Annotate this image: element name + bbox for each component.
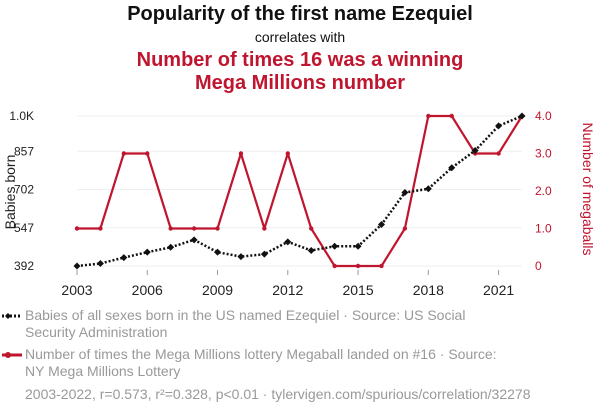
megaballs-point xyxy=(496,151,501,156)
megaballs-point xyxy=(262,226,267,231)
megaballs-point xyxy=(402,226,408,231)
x-tick-label: 2018 xyxy=(413,282,444,298)
babies-point xyxy=(424,185,432,193)
x-tick-label: 2021 xyxy=(483,282,514,298)
megaballs-point xyxy=(355,263,361,269)
left-tick-label: 1.0K xyxy=(9,109,34,123)
x-tick-label: 2015 xyxy=(342,282,373,298)
megaballs-point xyxy=(191,226,197,231)
legend-marker-megaballs xyxy=(5,352,11,358)
legend-marker-babies xyxy=(5,313,11,319)
left-tick-label: 392 xyxy=(14,259,34,273)
left-tick-label: 857 xyxy=(14,144,34,158)
megaballs-point xyxy=(215,226,220,231)
babies-point xyxy=(448,164,456,172)
babies-point xyxy=(73,262,81,270)
right-axis-label: Number of megaballs xyxy=(580,122,596,255)
megaballs-point xyxy=(145,151,150,156)
megaballs-point xyxy=(168,226,173,231)
babies-point xyxy=(377,221,385,229)
babies-point xyxy=(167,243,175,251)
babies-point xyxy=(354,242,362,250)
x-tick-label: 2003 xyxy=(61,282,92,298)
megaballs-point xyxy=(426,113,431,119)
left-tick-label: 547 xyxy=(14,221,34,235)
megaballs-point xyxy=(98,226,103,231)
right-tick-label: 0 xyxy=(535,259,542,273)
right-axis-ticks: 0 1.0 2.0 3.0 4.0 xyxy=(535,109,552,273)
legend-text-megaballs-line-2: NY Mega Millions Lottery xyxy=(25,363,180,379)
babies-point xyxy=(495,122,503,130)
chart-title-2-line-2: Mega Millions number xyxy=(195,72,405,94)
babies-point xyxy=(120,254,128,262)
babies-point xyxy=(143,248,151,256)
series-megaballs-line xyxy=(77,114,523,268)
x-axis-ticks: 2003 2006 2009 2012 2015 2018 2021 xyxy=(61,270,514,298)
megaballs-point xyxy=(285,151,290,156)
legend-text-megaballs-line-1: Number of times the Mega Millions lotter… xyxy=(25,346,497,362)
babies-point xyxy=(237,253,245,261)
megaballs-point xyxy=(121,151,127,156)
right-tick-label: 3.0 xyxy=(535,147,552,161)
chart-subtitle: correlates with xyxy=(255,29,345,45)
babies-point xyxy=(214,248,222,256)
x-tick-label: 2012 xyxy=(272,282,303,298)
megaballs-point xyxy=(309,226,314,231)
legend-item-babies: Babies of all sexes born in the US named… xyxy=(2,307,465,340)
legend-item-megaballs: Number of times the Mega Millions lotter… xyxy=(2,346,497,379)
megaballs-point xyxy=(238,151,244,156)
babies-point xyxy=(307,246,315,254)
series-babies xyxy=(73,112,526,270)
megaballs-point xyxy=(74,226,80,231)
legend-text-babies-line-2: Security Administration xyxy=(25,324,167,340)
babies-point xyxy=(96,260,104,268)
right-tick-label: 4.0 xyxy=(535,109,552,123)
left-axis-ticks: 392 547 702 857 1.0K xyxy=(9,109,34,273)
x-tick-label: 2006 xyxy=(132,282,163,298)
footer-stats: 2003-2022, r=0.573, r²=0.328, p<0.01 · t… xyxy=(25,386,531,402)
megaballs-point xyxy=(449,113,454,119)
legend-text-babies-line-1: Babies of all sexes born in the US named… xyxy=(25,307,465,323)
babies-point xyxy=(401,188,409,196)
babies-point xyxy=(471,147,479,155)
babies-point xyxy=(190,236,198,244)
babies-point xyxy=(284,238,292,246)
right-tick-label: 1.0 xyxy=(535,222,552,236)
series-babies-line xyxy=(76,114,523,268)
megaballs-point xyxy=(379,263,384,269)
megaballs-point xyxy=(332,263,337,269)
babies-point xyxy=(331,242,339,250)
left-tick-label: 702 xyxy=(14,183,34,197)
babies-point xyxy=(260,250,268,258)
chart-title-2-line-1: Number of times 16 was a winning xyxy=(137,49,464,71)
babies-point xyxy=(518,112,526,120)
left-axis-label: Babies born xyxy=(2,155,18,230)
right-tick-label: 2.0 xyxy=(535,184,552,198)
x-tick-label: 2009 xyxy=(202,282,233,298)
chart-title: Popularity of the first name Ezequiel xyxy=(127,3,473,25)
